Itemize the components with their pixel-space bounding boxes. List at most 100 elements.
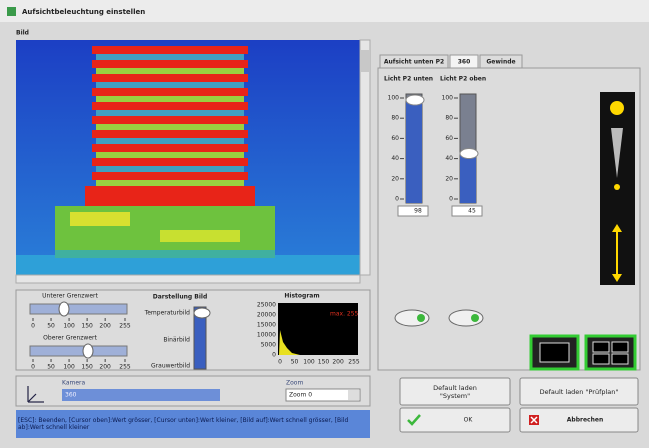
dropdown-arrow[interactable] — [348, 390, 359, 400]
scale-label: 60 — [391, 135, 399, 142]
slider-label: Licht P2 oben — [440, 76, 486, 83]
scale-label: 50 — [47, 323, 55, 330]
button-label: Abbrechen — [567, 417, 603, 424]
hist-x-label: 50 — [291, 359, 299, 366]
toggle-button[interactable] — [449, 310, 483, 326]
scale-label: 150 — [81, 364, 93, 371]
scale-label: 0 — [31, 364, 35, 371]
thread — [92, 172, 248, 180]
histogram-title: Histogram — [284, 293, 319, 300]
thread — [92, 158, 248, 166]
thread — [92, 88, 248, 96]
thread-gap — [96, 96, 244, 102]
slider-thumb[interactable] — [83, 344, 93, 358]
slider-label: Licht P2 unten — [384, 76, 433, 83]
threshold-label: Unterer Grenzwert — [42, 293, 98, 300]
thread-gap — [96, 82, 244, 88]
scale-label: 50 — [47, 364, 55, 371]
value-text: 45 — [468, 208, 476, 215]
scale-label: 100 — [442, 95, 454, 102]
scale-label: 60 — [445, 135, 453, 142]
camera-image — [16, 40, 360, 275]
thread-gap — [96, 110, 244, 116]
brightness-icon — [600, 92, 635, 285]
thread-gap — [96, 68, 244, 74]
hist-y-label: 20000 — [257, 312, 276, 319]
thread-gap — [96, 180, 244, 186]
view-single-button[interactable] — [531, 336, 578, 369]
slider-thumb[interactable] — [460, 149, 478, 159]
slider-fill — [406, 100, 422, 203]
toggle-button[interactable] — [395, 310, 429, 326]
scale-label: 0 — [449, 196, 453, 203]
hist-x-label: 255 — [348, 359, 360, 366]
button-label: Default laden "Prüfplan" — [520, 378, 638, 405]
app-icon — [7, 7, 16, 16]
histogram-annotation: max. 255 — [330, 311, 359, 318]
window: Aufsichtbeleuchtung einstellen Bild Aufs… — [0, 0, 649, 448]
camera-value: 360 — [65, 392, 77, 399]
scale-label: 20 — [391, 175, 399, 182]
scale-label: 100 — [63, 364, 75, 371]
zoom-label: Zoom — [286, 380, 303, 387]
slider-thumb[interactable] — [194, 308, 210, 318]
thread — [92, 130, 248, 138]
thread-gap — [96, 138, 244, 144]
display-title: Darstellung Bild — [153, 294, 208, 301]
scale-label: 200 — [99, 323, 111, 330]
thread — [92, 60, 248, 68]
hist-x-label: 200 — [332, 359, 344, 366]
camera-field[interactable] — [62, 389, 220, 401]
thread-gap — [96, 54, 244, 60]
scale-label: 200 — [99, 364, 111, 371]
thread-gap — [96, 124, 244, 130]
hist-y-label: 10000 — [257, 332, 276, 339]
scale-label: 20 — [445, 175, 453, 182]
thread-gap — [96, 166, 244, 172]
value-box[interactable] — [398, 206, 428, 216]
value-box[interactable] — [452, 206, 482, 216]
scale-label: 0 — [31, 323, 35, 330]
thread-gap — [96, 152, 244, 158]
thread — [92, 102, 248, 110]
scale-label: 255 — [119, 323, 131, 330]
scale-label: 150 — [81, 323, 93, 330]
button-label: OK — [464, 417, 474, 424]
camera-label: Kamera — [62, 380, 86, 387]
image-label: Bild — [16, 30, 29, 37]
threshold-label: Oberer Grenzwert — [43, 335, 97, 342]
v-scroll-thumb[interactable] — [361, 50, 369, 72]
hist-y-label: 0 — [272, 352, 276, 359]
hist-x-label: 150 — [318, 359, 330, 366]
scale-label: 80 — [391, 115, 399, 122]
hist-y-label: 25000 — [257, 302, 276, 309]
scale-label: 100 — [63, 323, 75, 330]
window-title: Aufsichtbeleuchtung einstellen — [22, 8, 145, 16]
scale-label: 40 — [445, 155, 453, 162]
thread — [92, 116, 248, 124]
slider-thumb[interactable] — [406, 95, 424, 105]
thread — [92, 74, 248, 82]
slider-fill — [460, 154, 476, 203]
scale-label: 0 — [395, 196, 399, 203]
display-option: Grauwertbild — [151, 363, 190, 370]
display-option: Temperaturbild — [144, 310, 191, 317]
thread — [92, 144, 248, 152]
value-text: 98 — [414, 208, 422, 215]
h-scrollbar[interactable] — [16, 275, 360, 283]
scale-label: 255 — [119, 364, 131, 371]
slider-thumb[interactable] — [59, 302, 69, 316]
display-option: Binärbild — [163, 337, 190, 344]
hist-x-label: 0 — [278, 359, 282, 366]
hist-y-label: 15000 — [257, 322, 276, 329]
scale-label: 80 — [445, 115, 453, 122]
threshold-slider[interactable] — [30, 346, 127, 356]
tab-label: Gewinde — [486, 59, 515, 66]
scale-label: 100 — [388, 95, 400, 102]
hist-x-label: 100 — [303, 359, 315, 366]
threshold-slider[interactable] — [30, 304, 127, 314]
view-quad-button[interactable] — [586, 336, 635, 369]
status-text: [ESC]: Beenden, [Cursor oben]:Wert gröss… — [18, 411, 368, 437]
v-scrollbar[interactable] — [360, 40, 370, 275]
zoom-value: Zoom 0 — [289, 392, 312, 399]
